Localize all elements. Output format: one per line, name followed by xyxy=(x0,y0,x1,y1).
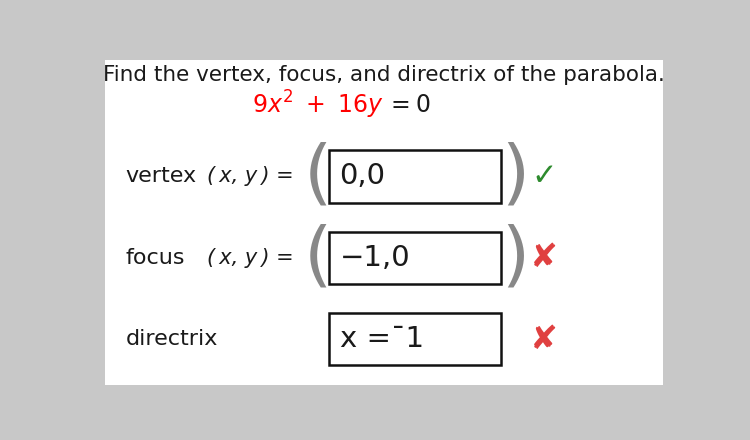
FancyBboxPatch shape xyxy=(329,150,501,203)
Text: vertex: vertex xyxy=(126,166,196,187)
Text: 0,0: 0,0 xyxy=(340,162,386,191)
Text: focus: focus xyxy=(126,248,185,268)
Text: ( x, y ) =: ( x, y ) = xyxy=(207,166,294,187)
Text: x =¯1: x =¯1 xyxy=(340,325,424,353)
Text: ✘: ✘ xyxy=(530,241,558,274)
Text: Find the vertex, focus, and directrix of the parabola.: Find the vertex, focus, and directrix of… xyxy=(104,65,665,84)
Text: −1,0: −1,0 xyxy=(340,244,410,272)
Text: ( x, y ) =: ( x, y ) = xyxy=(207,248,294,268)
Text: ✘: ✘ xyxy=(530,323,558,356)
Text: directrix: directrix xyxy=(126,329,218,349)
Text: (: ( xyxy=(304,223,332,292)
FancyBboxPatch shape xyxy=(105,59,663,385)
Text: $= 0$: $= 0$ xyxy=(386,93,430,117)
Text: (: ( xyxy=(304,142,332,211)
Text: ): ) xyxy=(501,223,530,292)
FancyBboxPatch shape xyxy=(329,231,501,284)
Text: ): ) xyxy=(501,142,530,211)
Text: ✓: ✓ xyxy=(532,162,557,191)
FancyBboxPatch shape xyxy=(329,313,501,365)
Text: $9x^2\ +\ 16y$: $9x^2\ +\ 16y$ xyxy=(252,89,384,121)
